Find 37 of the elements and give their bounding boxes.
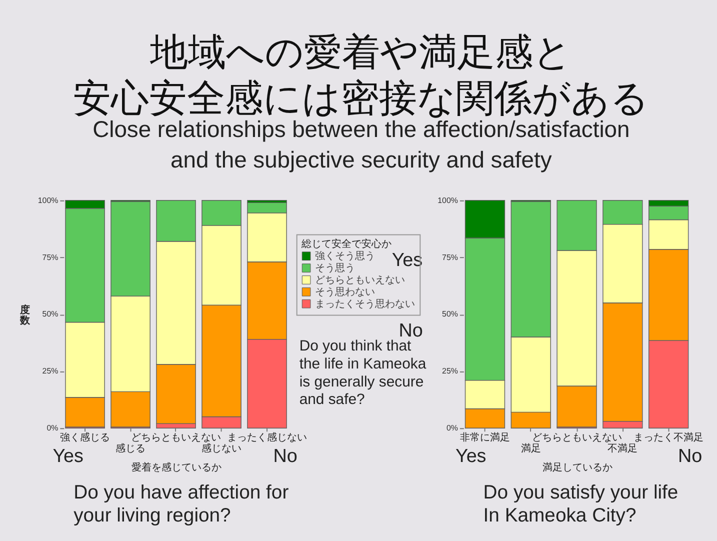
chart-title: 地域への愛着や満足感と安心安全感には密接な関係がある (73, 30, 650, 120)
legend-label: 強くそう思う (315, 250, 376, 262)
x-tick-label: どちらともいえない (131, 432, 222, 444)
x-axis-title: 愛着を感じているか (132, 461, 222, 474)
text: No (678, 446, 702, 467)
x-tick-label: 感じる (116, 442, 146, 454)
x-tick-label: 強く感じる (60, 432, 110, 444)
x-tick-label: まったく不満足 (634, 432, 704, 444)
text: No (273, 446, 298, 467)
legend-label: そう思う (315, 263, 356, 274)
x-tick-label: 感じない (202, 442, 242, 454)
text: Do you satisfy your life In Kameoka City? (483, 482, 678, 527)
y-tick-label: 75% (442, 252, 458, 262)
y-tick-label: 100% (438, 196, 458, 205)
x-tick-label: 不満足 (608, 442, 638, 454)
x-axis-title: 満足しているか (542, 461, 612, 474)
y-tick-label: 25% (442, 366, 458, 376)
x-tick-label: まったく感じない (227, 432, 308, 444)
y-tick-label: 100% (38, 196, 58, 205)
x-tick-label: 満足 (520, 442, 541, 454)
y-tick-label: 75% (42, 252, 58, 262)
legend-label: どちらともいえない (315, 274, 406, 286)
y-axis-title: 度数 (18, 304, 31, 327)
legend-label: まったくそう思わない (315, 298, 416, 310)
y-tick-label: 0% (46, 424, 58, 433)
legend-title: 総じて安全で安心か (300, 238, 392, 250)
y-tick-label: 0% (446, 424, 458, 433)
legend-label: そう思わない (315, 286, 376, 298)
text: Yes (455, 446, 486, 467)
text: Yes (52, 446, 84, 467)
x-tick-label: 非常に満足 (460, 432, 510, 444)
x-tick-label: どちらともいえない (532, 432, 622, 444)
y-tick-label: 50% (442, 310, 458, 319)
text: Do you have affection for your living region? (74, 482, 290, 527)
text: Yes (392, 250, 423, 272)
y-tick-label: 50% (42, 310, 58, 319)
y-tick-label: 25% (42, 366, 58, 376)
